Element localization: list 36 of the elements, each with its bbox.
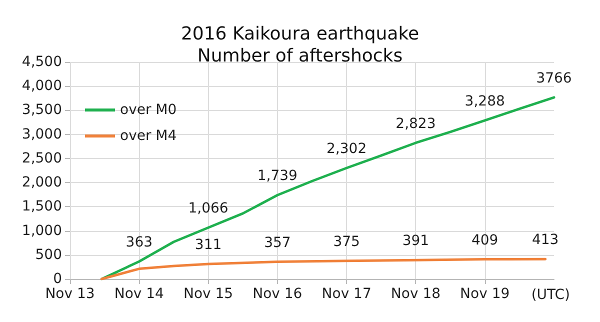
y-tick-label: 3,000: [22, 126, 62, 142]
x-tick-label: Nov 14: [114, 286, 164, 302]
data-label: 1,066: [188, 200, 228, 217]
data-label: 375: [333, 234, 360, 250]
data-label: 413: [532, 232, 559, 248]
line-series: [100, 96, 556, 280]
x-tick-label: Nov 17: [322, 286, 372, 302]
x-tick-label: Nov 13: [45, 286, 95, 302]
line-series: [100, 258, 547, 280]
data-label: 2,823: [396, 116, 436, 132]
y-tick-label: 500: [35, 246, 62, 263]
y-tick-label: 1,000: [22, 222, 62, 239]
data-label: 311: [194, 237, 222, 254]
data-label: 3766: [536, 70, 572, 86]
legend-label: over M4: [120, 128, 177, 144]
data-label: 409: [471, 232, 498, 248]
y-tick-label: 2,500: [22, 150, 62, 166]
y-tick-label: 1,500: [22, 198, 62, 215]
y-tick-label: 3,500: [22, 102, 62, 118]
legend-label: over M0: [120, 102, 177, 118]
data-label: 1,739: [257, 168, 298, 184]
data-label: 357: [264, 234, 291, 251]
y-tick-label: 0: [53, 271, 62, 287]
x-tick-label: Nov 18: [390, 286, 441, 302]
text: (UTC): [531, 287, 570, 303]
data-label: 391: [402, 233, 430, 250]
x-tick-label: Nov 15: [183, 286, 234, 302]
y-tick-label: 4,000: [22, 78, 62, 94]
chart-title: 2016 Kaikoura earthquake Number of aftershocks: [180, 24, 420, 66]
data-label: 3,288: [464, 93, 505, 110]
y-tick-label: 2,000: [22, 174, 62, 191]
x-tick-label: Nov 19: [460, 286, 510, 302]
data-label: 2,302: [326, 140, 367, 157]
data-label: 363: [126, 234, 153, 250]
y-tick-label: 4,500: [22, 54, 62, 70]
x-tick-label: Nov 16: [252, 286, 302, 302]
